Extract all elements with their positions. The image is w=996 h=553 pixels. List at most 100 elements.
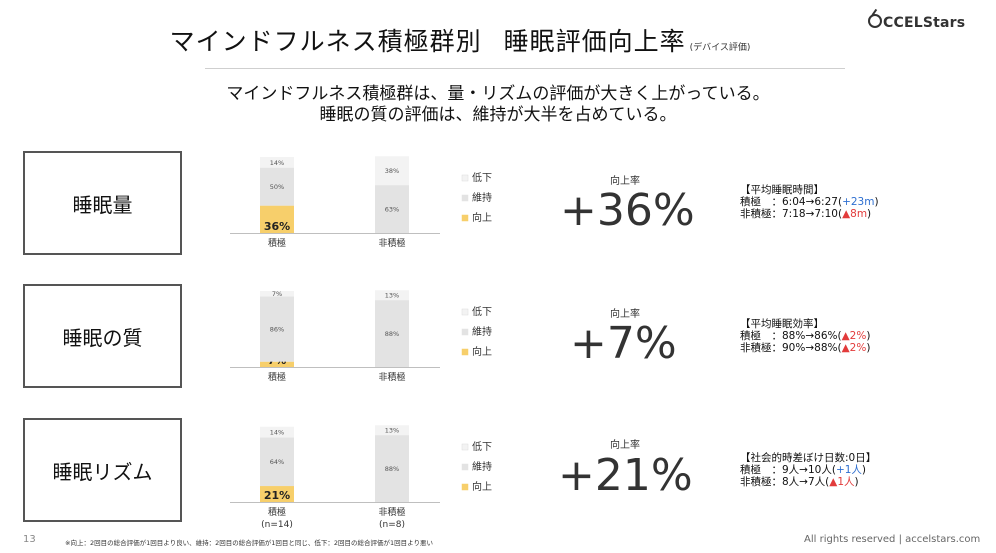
title-sub: (デバイス評価) <box>689 43 751 53</box>
page-title: マインドフルネス積極群別 睡眠評価向上率 (デバイス評価) <box>0 22 920 58</box>
copyright: All rights reserved | accelstars.com <box>804 534 981 545</box>
legend-label: 維持 <box>472 460 492 473</box>
rate-value: +7% <box>570 318 677 369</box>
bar-segment <box>375 425 409 436</box>
bar-segment <box>375 156 409 186</box>
info-line-1: 積極 ：9人→10人(+1人) <box>740 464 867 476</box>
category-label: 非積極 <box>378 371 405 383</box>
bar-segment <box>260 157 294 168</box>
bar-segment <box>260 437 294 487</box>
row-label: 睡眠の質 <box>62 325 143 350</box>
summary-line-1: マインドフルネス積極群は、量・リズムの評価が大きく上がっている。 <box>226 84 770 104</box>
accelstars-logo: CCELStars <box>868 14 965 31</box>
info-line-1: 積極 ：6:04→6:27(+23m) <box>740 196 879 208</box>
data-label: 64% <box>270 458 284 466</box>
data-label: 21% <box>264 489 290 502</box>
delta-value: +1人 <box>835 464 862 476</box>
logo-a-icon <box>868 14 882 28</box>
data-label: 86% <box>270 326 284 334</box>
category-label: 積極 <box>268 506 286 518</box>
legend-swatch <box>461 328 469 336</box>
data-label: 36% <box>264 220 290 233</box>
legend-swatch <box>461 194 469 202</box>
info-line-2: 非積極：90%→88%(▲2%) <box>740 342 871 354</box>
category-note: (n=8) <box>379 520 405 530</box>
data-label: 88% <box>385 330 399 338</box>
legend-swatch <box>461 443 469 451</box>
legend-label: 維持 <box>472 191 492 204</box>
info-block-2: 【平均睡眠効率】 積極 ：88%→86%(▲2%) 非積極：90%→88%(▲2… <box>740 318 870 354</box>
bar-segment <box>260 361 294 367</box>
bar-segment <box>375 290 409 301</box>
row-label-box-1: 睡眠量 <box>23 151 182 255</box>
data-label: 7% <box>272 290 282 298</box>
delta-value: +23m <box>842 196 875 208</box>
legend-label: 向上 <box>472 211 492 224</box>
category-label: 積極 <box>268 371 286 383</box>
bar-segment <box>260 486 294 502</box>
bar-segment <box>260 205 294 233</box>
data-label: 63% <box>385 206 399 214</box>
info-line-2: 非積極：8人→7人(▲1人) <box>740 476 859 488</box>
bar-segment <box>375 300 409 367</box>
logo-text: CCELStars <box>883 15 966 31</box>
rate-value: +36% <box>560 185 695 236</box>
delta-value: ▲2% <box>841 342 867 354</box>
title-main2: 睡眠評価向上率 <box>503 27 686 56</box>
info-heading: 【平均睡眠効率】 <box>740 318 824 330</box>
legend-label: 維持 <box>472 325 492 338</box>
info-heading: 【社会的時差ぼけ日数:0日】 <box>740 452 877 464</box>
info-heading: 【平均睡眠時間】 <box>740 184 824 196</box>
category-label: 非積極 <box>378 506 405 518</box>
legend-swatch <box>461 483 469 491</box>
legend-label: 低下 <box>472 171 492 184</box>
legend-swatch <box>461 348 469 356</box>
delta-value: ▲2% <box>841 330 867 342</box>
data-label: 50% <box>270 183 284 191</box>
summary: マインドフルネス積極群は、量・リズムの評価が大きく上がっている。 睡眠の質の評価… <box>0 84 996 126</box>
footnote: ※向上：2回目の総合評価が1回目より良い、維持：2回目の総合評価が1回目と同じ、… <box>65 539 433 547</box>
info-block-3: 【社会的時差ぼけ日数:0日】 積極 ：9人→10人(+1人) 非積極：8人→7人… <box>740 452 876 488</box>
info-line-1: 積極 ：88%→86%(▲2%) <box>740 330 871 342</box>
bar-segment <box>375 185 409 233</box>
bar-segment <box>260 426 294 438</box>
rate-value: +21% <box>558 450 693 501</box>
bar-segment <box>260 291 294 297</box>
category-label: 積極 <box>268 237 286 249</box>
title-divider <box>205 68 845 69</box>
legend-swatch <box>461 463 469 471</box>
bar-segment <box>260 167 294 206</box>
legend-swatch <box>461 214 469 222</box>
row-label: 睡眠リズム <box>52 459 153 484</box>
data-label: 14% <box>270 159 284 167</box>
delta-value: ▲8m <box>842 208 868 220</box>
data-label: 14% <box>270 429 284 437</box>
row-label: 睡眠量 <box>72 192 133 217</box>
category-label: 非積極 <box>378 237 405 249</box>
rate-label: 向上率 <box>610 309 640 320</box>
page-number: 13 <box>23 534 36 545</box>
info-block-1: 【平均睡眠時間】 積極 ：6:04→6:27(+23m) 非積極：7:18→7:… <box>740 184 879 220</box>
delta-value: ▲1人 <box>829 476 855 488</box>
data-label: 13% <box>385 427 399 435</box>
row-label-box-2: 睡眠の質 <box>23 284 182 388</box>
data-label: 38% <box>385 167 399 175</box>
bar-segment <box>260 296 294 362</box>
rate-label: 向上率 <box>610 176 640 187</box>
rate-label: 向上率 <box>610 440 640 451</box>
summary-line-2: 睡眠の質の評価は、維持が大半を占めている。 <box>319 105 677 125</box>
legend-swatch <box>461 174 469 182</box>
data-label: 13% <box>385 292 399 300</box>
legend-label: 向上 <box>472 480 492 493</box>
row-label-box-3: 睡眠リズム <box>23 418 182 522</box>
bar-segment <box>375 435 409 502</box>
title-main: マインドフルネス積極群別 <box>169 27 482 56</box>
category-note: (n=14) <box>261 520 293 530</box>
data-label: 88% <box>385 465 399 473</box>
legend-swatch <box>461 308 469 316</box>
legend-label: 低下 <box>472 440 492 453</box>
legend-label: 低下 <box>472 305 492 318</box>
